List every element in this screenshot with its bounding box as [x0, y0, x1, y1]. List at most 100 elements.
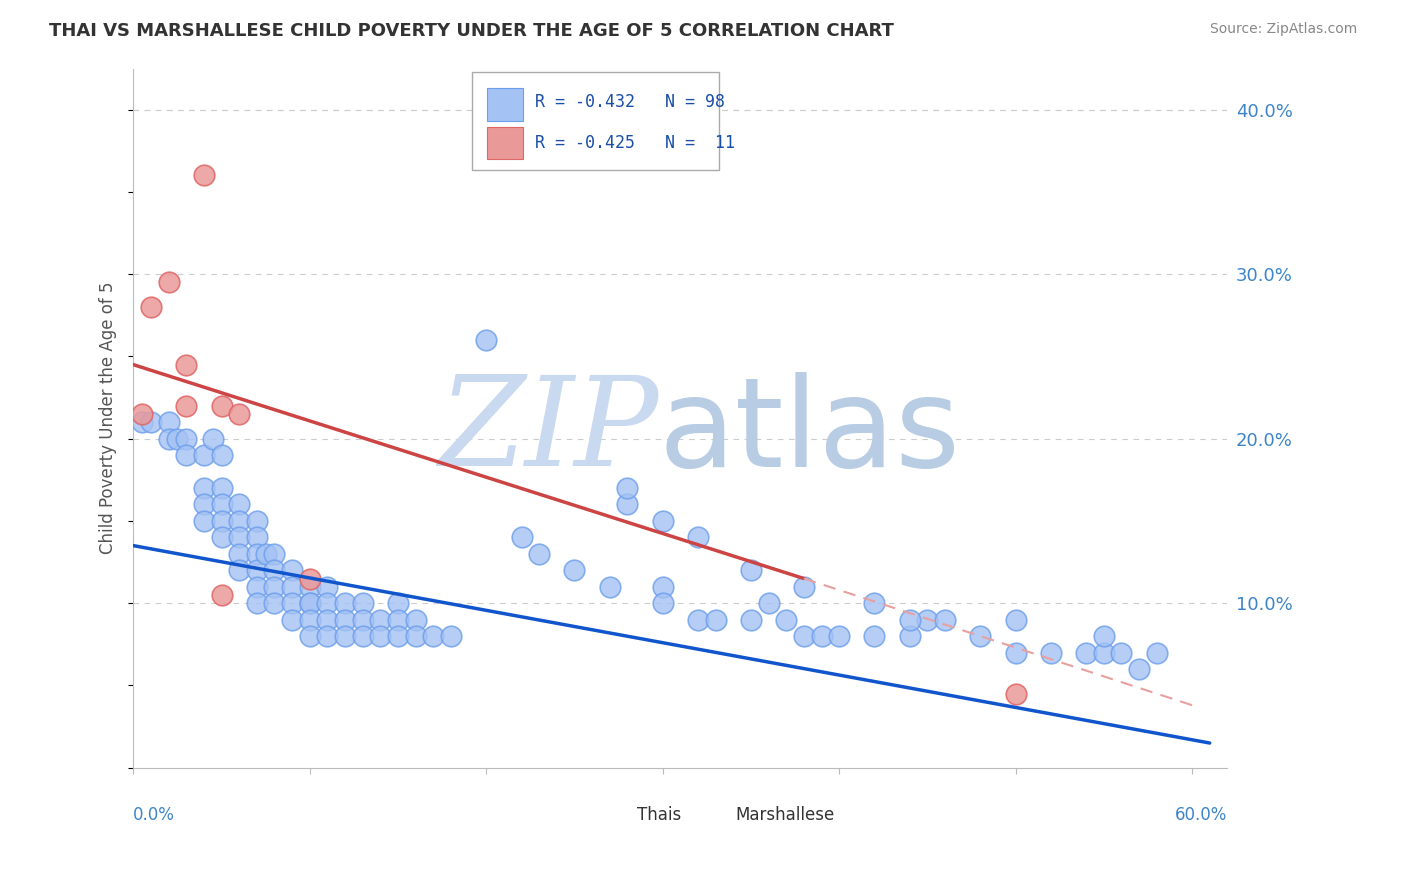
Point [174, 432, 197, 446]
Text: Thais: Thais [637, 806, 681, 824]
Point [131, 415, 153, 429]
Point [440, 629, 463, 643]
Point [370, 629, 392, 643]
Point [211, 514, 233, 528]
Point [333, 613, 356, 627]
Point [616, 481, 638, 495]
Point [1004, 646, 1026, 660]
Point [793, 580, 815, 594]
Point [228, 498, 250, 512]
Point [263, 596, 285, 610]
Point [174, 448, 197, 462]
Point [228, 547, 250, 561]
Point [211, 498, 233, 512]
Point [174, 358, 197, 372]
Y-axis label: Child Poverty Under the Age of 5: Child Poverty Under the Age of 5 [100, 282, 117, 554]
Point [616, 498, 638, 512]
Text: Source: ZipAtlas.com: Source: ZipAtlas.com [1209, 22, 1357, 37]
Point [246, 563, 269, 577]
Bar [486, 127, 523, 160]
Point [174, 399, 197, 413]
Point [422, 629, 444, 643]
Point [863, 629, 886, 643]
Point [810, 629, 832, 643]
Point [254, 547, 277, 561]
Point [157, 415, 180, 429]
Point [1128, 662, 1150, 676]
Point [1004, 687, 1026, 701]
Point [1092, 646, 1115, 660]
Point [387, 596, 409, 610]
Point [316, 613, 339, 627]
Point [387, 613, 409, 627]
Point [370, 613, 392, 627]
Point [228, 407, 250, 421]
Point [352, 629, 374, 643]
Text: THAI VS MARSHALLESE CHILD POVERTY UNDER THE AGE OF 5 CORRELATION CHART: THAI VS MARSHALLESE CHILD POVERTY UNDER … [49, 22, 894, 40]
Bar [718, 794, 741, 814]
Point [139, 300, 162, 314]
Point [298, 596, 321, 610]
Point [316, 629, 339, 643]
Point [1076, 646, 1098, 660]
Point [298, 613, 321, 627]
Point [246, 547, 269, 561]
Point [166, 432, 188, 446]
Point [211, 481, 233, 495]
Point [263, 580, 285, 594]
Point [193, 169, 215, 183]
Point [510, 530, 533, 544]
Point [1111, 646, 1133, 660]
Point [281, 563, 304, 577]
Point [228, 563, 250, 577]
Point [298, 596, 321, 610]
Point [246, 514, 269, 528]
Point [193, 498, 215, 512]
Point [740, 563, 762, 577]
Point [352, 596, 374, 610]
Point [1039, 646, 1062, 660]
Point [131, 407, 153, 421]
Point [246, 596, 269, 610]
Text: ZIP: ZIP [439, 371, 658, 493]
Point [298, 580, 321, 594]
Point [157, 276, 180, 290]
Point [193, 448, 215, 462]
Text: 60.0%: 60.0% [1175, 806, 1227, 824]
Point [686, 613, 709, 627]
Point [704, 613, 727, 627]
Point [263, 547, 285, 561]
Text: 0.0%: 0.0% [134, 806, 176, 824]
Point [281, 580, 304, 594]
Point [527, 547, 550, 561]
Point [316, 596, 339, 610]
Point [405, 613, 427, 627]
Point [793, 629, 815, 643]
Point [246, 530, 269, 544]
Point [828, 629, 851, 643]
Point [333, 596, 356, 610]
Point [201, 432, 224, 446]
Text: R = -0.432   N = 98: R = -0.432 N = 98 [534, 93, 725, 112]
Point [211, 399, 233, 413]
Point [475, 333, 498, 347]
Text: Marshallese: Marshallese [735, 806, 834, 824]
Point [405, 629, 427, 643]
Point [1092, 629, 1115, 643]
Point [564, 563, 586, 577]
Point [1146, 646, 1168, 660]
Point [686, 530, 709, 544]
Bar [609, 794, 631, 814]
Text: atlas: atlas [658, 372, 960, 492]
Point [228, 530, 250, 544]
Point [281, 613, 304, 627]
Bar [486, 88, 523, 121]
Point [651, 514, 673, 528]
Point [246, 580, 269, 594]
Point [157, 432, 180, 446]
Point [599, 580, 621, 594]
Point [1004, 613, 1026, 627]
Point [740, 613, 762, 627]
Point [333, 629, 356, 643]
Point [228, 514, 250, 528]
